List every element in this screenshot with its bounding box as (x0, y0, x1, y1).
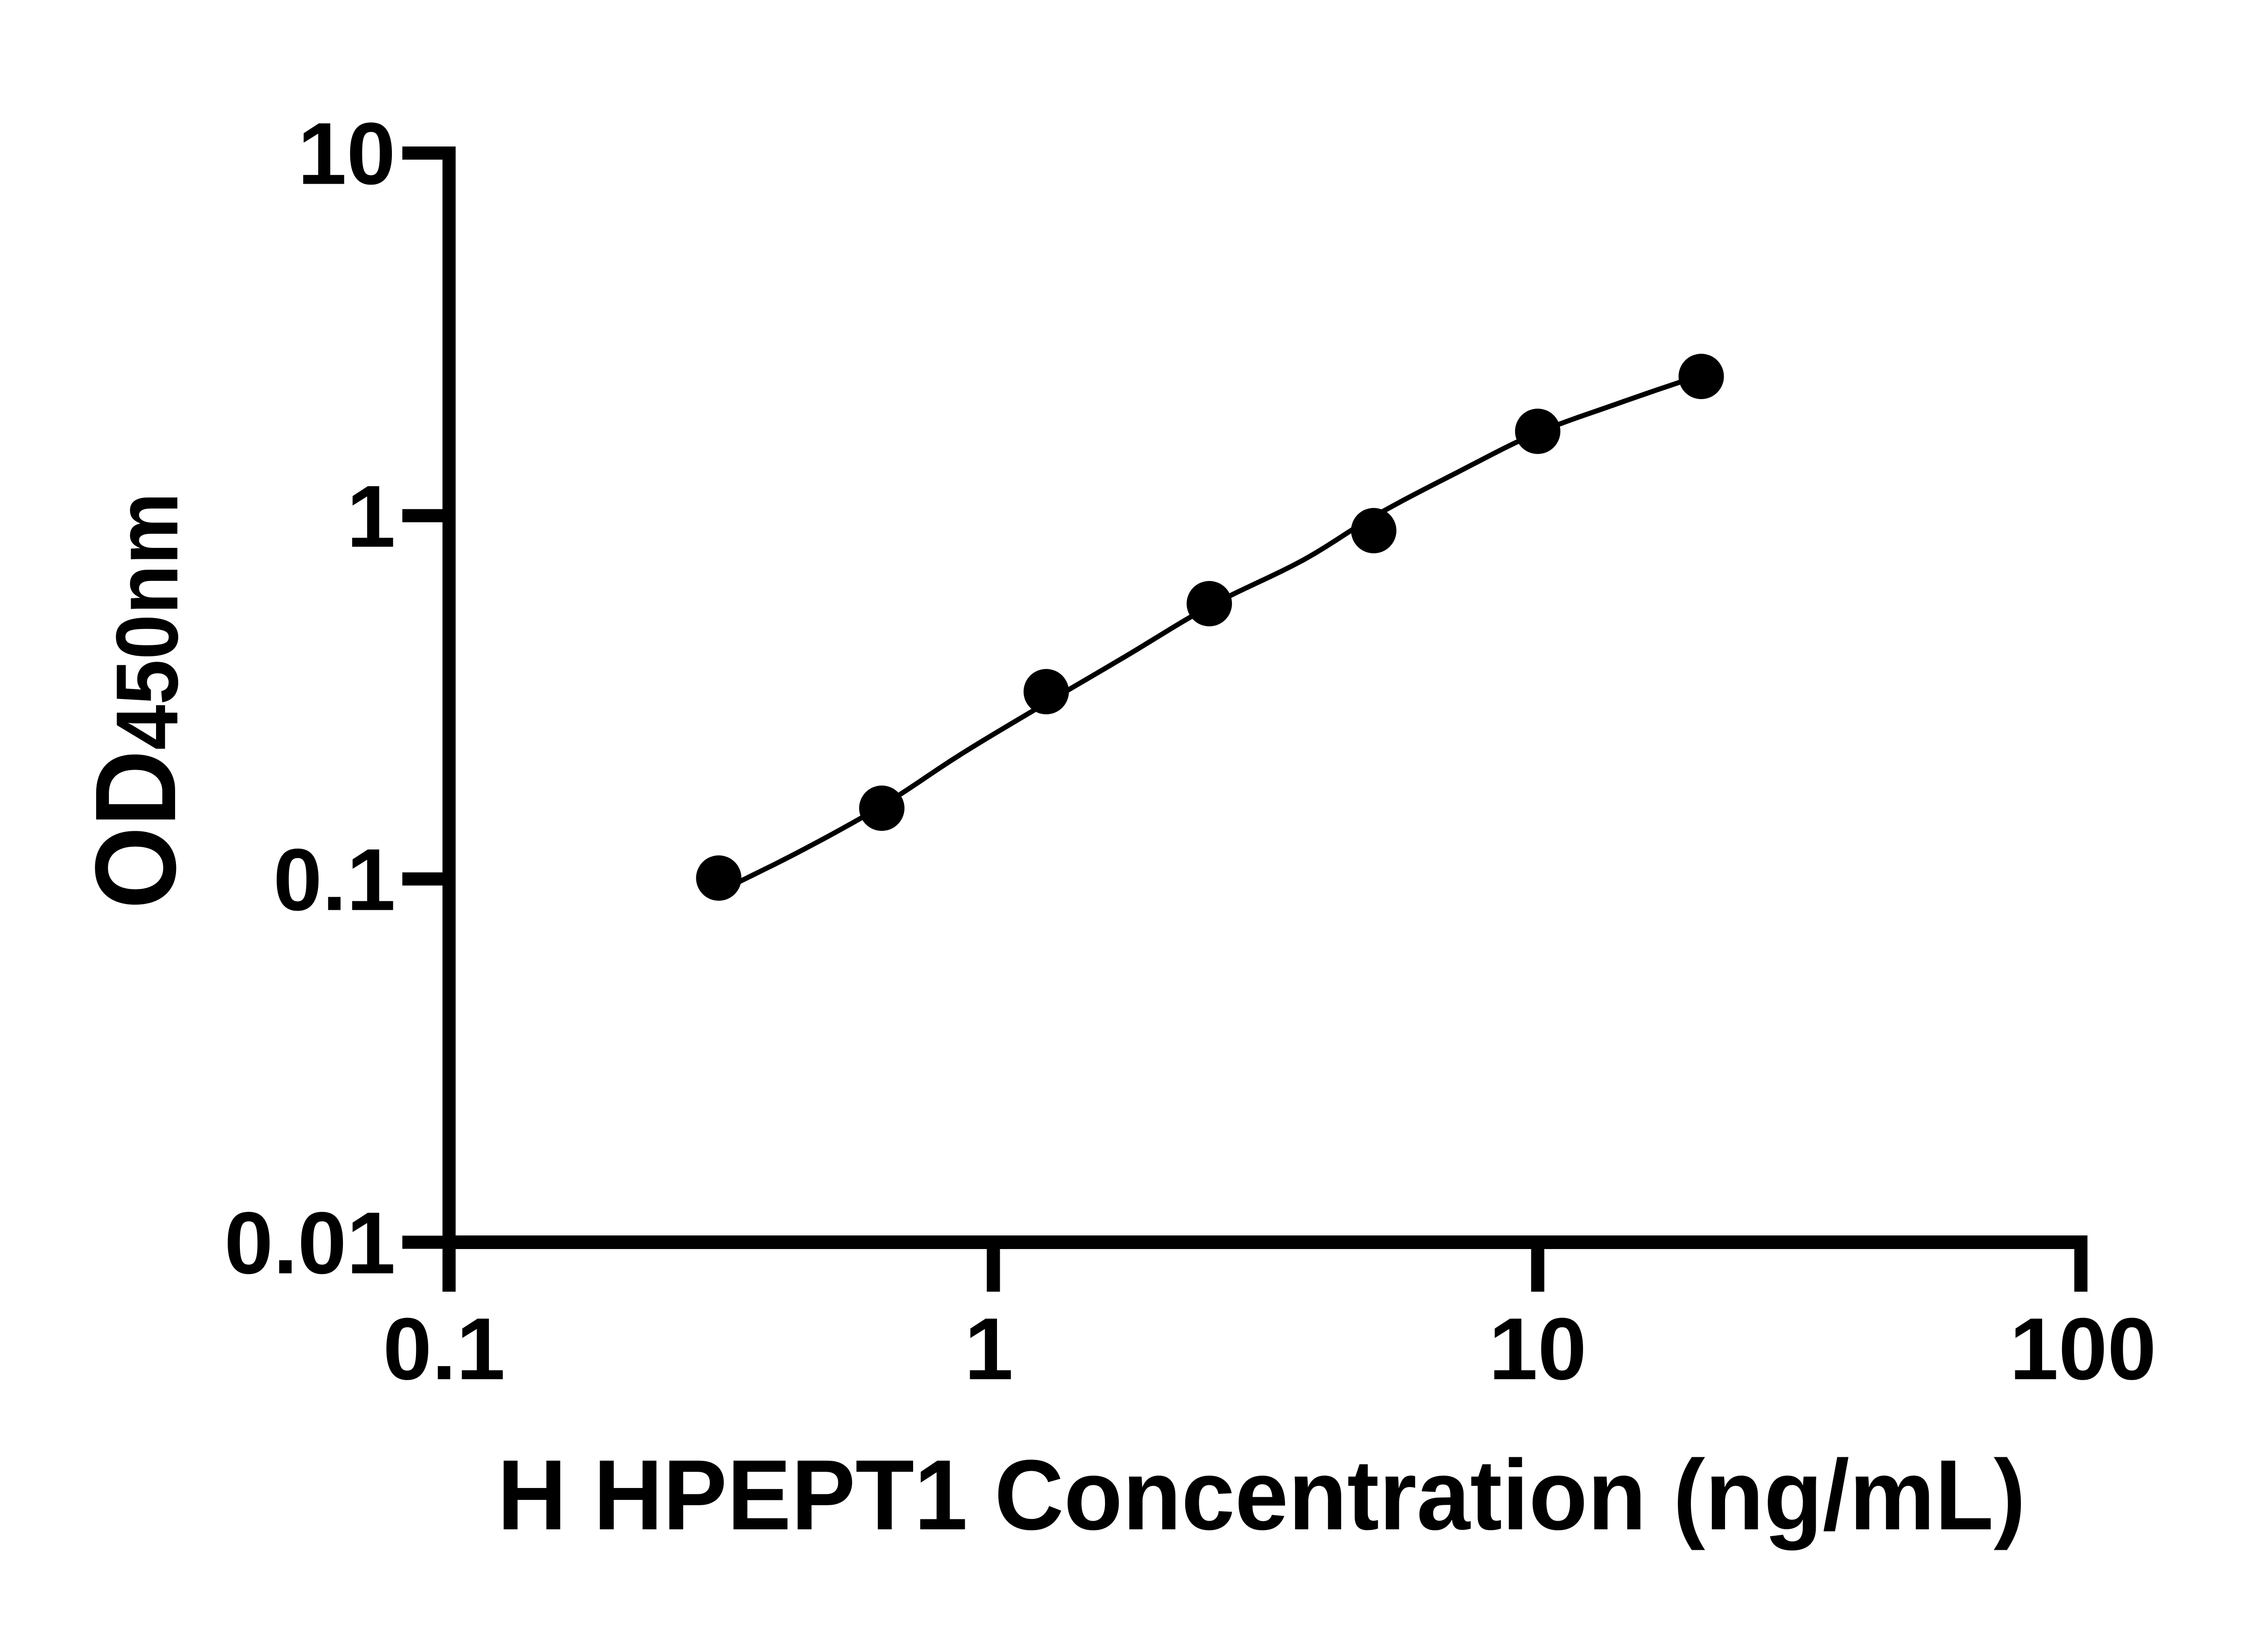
svg-text:10: 10 (1489, 1300, 1587, 1398)
svg-text:H HPEPT1 Concentration (ng/mL): H HPEPT1 Concentration (ng/mL) (497, 1439, 2026, 1550)
svg-text:100: 100 (2009, 1300, 2156, 1398)
svg-text:1: 1 (964, 1300, 1013, 1398)
svg-text:0.1: 0.1 (273, 831, 396, 929)
svg-text:OD450nm: OD450nm (71, 493, 200, 909)
svg-text:10: 10 (298, 105, 396, 203)
svg-text:0.01: 0.01 (224, 1194, 396, 1293)
svg-text:0.1: 0.1 (383, 1300, 505, 1398)
svg-text:1: 1 (347, 468, 396, 566)
